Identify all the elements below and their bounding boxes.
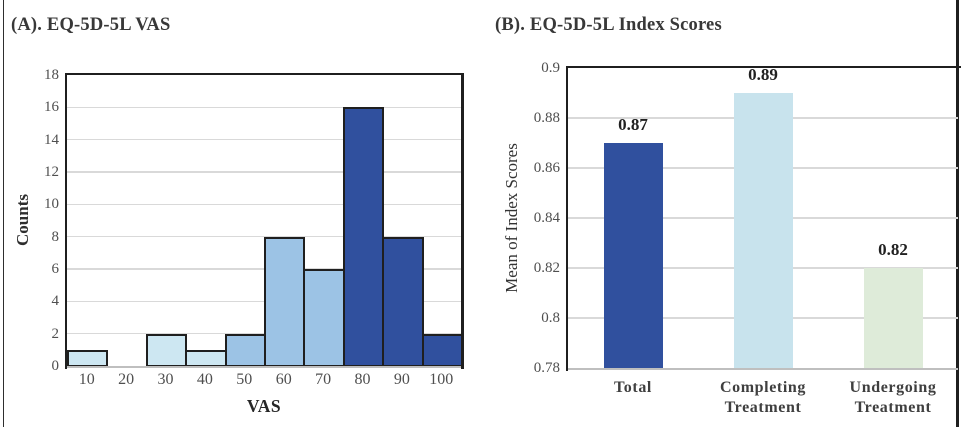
plot-area-left-border — [64, 72, 67, 369]
y-tick-label: 0 — [51, 358, 60, 374]
category-label: Completing Treatment — [720, 379, 806, 416]
y-tick-label: 0.88 — [533, 110, 560, 126]
y-tick-label: 0.84 — [533, 210, 560, 226]
category-label: Undergoing Treatment — [849, 379, 937, 416]
x-tick-label: 40 — [196, 371, 213, 388]
histogram-bar — [421, 333, 463, 367]
plot-area-right-border — [461, 72, 464, 369]
plot-area-bottom-axis — [67, 366, 461, 368]
panel-a-x-axis-label: VAS — [246, 396, 282, 416]
plot-area-left-border — [565, 65, 568, 371]
bar — [603, 143, 663, 368]
gridline — [67, 171, 461, 173]
x-tick-label: 10 — [78, 371, 95, 388]
bar-value-label: 0.89 — [748, 65, 778, 84]
y-tick-label: 4 — [51, 293, 60, 310]
histogram-bar — [145, 333, 188, 367]
x-tick-label: 50 — [236, 371, 253, 388]
bar — [863, 268, 923, 368]
y-tick-label: 14 — [44, 131, 59, 148]
panel-b-title: (B). EQ-5D-5L Index Scores — [495, 15, 722, 35]
gridline — [67, 138, 461, 141]
plot-area-top-border — [64, 72, 464, 75]
y-tick-label: 0.78 — [533, 360, 560, 376]
figure-right-border — [955, 0, 959, 427]
y-tick-label: 0.8 — [541, 310, 560, 326]
histogram-bar — [382, 236, 424, 367]
histogram-bar — [264, 236, 306, 367]
x-tick-label: 70 — [315, 371, 332, 388]
y-tick-label: 18 — [44, 67, 59, 83]
figure-left-border — [2, 0, 5, 427]
bar-value-label: 0.87 — [618, 115, 648, 134]
histogram-bar — [185, 349, 227, 367]
y-tick-label: 10 — [44, 196, 59, 213]
y-tick-label: 0.86 — [533, 160, 560, 176]
y-tick-label: 12 — [44, 164, 59, 180]
x-tick-label: 90 — [393, 371, 410, 388]
x-tick-label: 100 — [429, 371, 454, 388]
y-tick-label: 2 — [51, 325, 60, 342]
histogram-bar — [342, 107, 385, 367]
x-tick-label: 20 — [118, 371, 135, 388]
gridline — [67, 203, 461, 206]
y-tick-label: 16 — [44, 99, 59, 116]
category-label: Total — [614, 379, 652, 396]
y-tick-label: 0.82 — [533, 260, 560, 276]
x-tick-label: 60 — [275, 371, 292, 388]
plot-area-bottom-axis — [568, 368, 958, 370]
x-tick-label: 30 — [157, 371, 174, 388]
panel-a-title: (A). EQ-5D-5L VAS — [11, 15, 171, 35]
y-tick-label: 6 — [51, 261, 60, 277]
x-tick-label: 80 — [354, 371, 371, 388]
y-tick-label: 0.9 — [541, 60, 560, 76]
histogram-bar — [303, 269, 345, 367]
plot-area-top-border — [565, 65, 961, 68]
gridline — [67, 106, 461, 109]
histogram-bar — [67, 349, 109, 367]
bar — [733, 93, 793, 368]
bar-value-label: 0.82 — [878, 240, 908, 259]
y-tick-label: 8 — [51, 228, 60, 245]
histogram-bar — [224, 333, 266, 367]
